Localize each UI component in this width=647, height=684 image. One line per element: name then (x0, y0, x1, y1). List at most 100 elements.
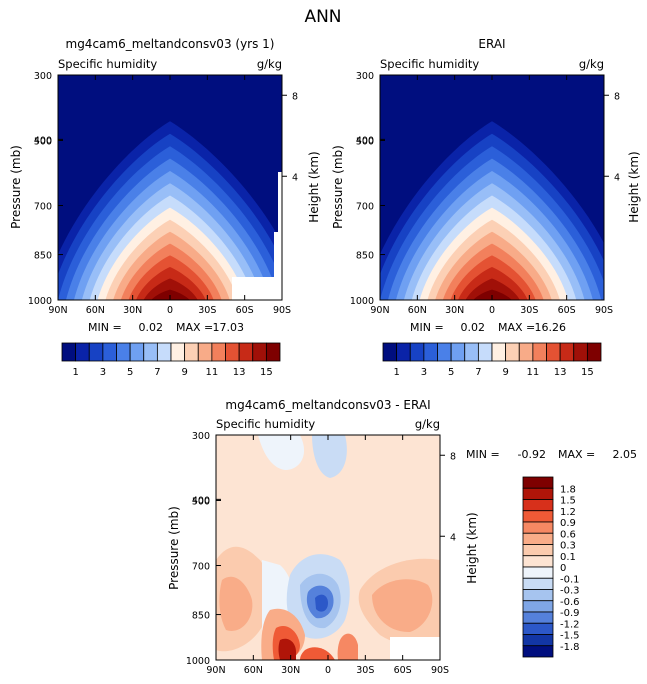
colorbar-box (505, 342, 520, 362)
colorbar-box (522, 499, 554, 512)
x-tick-label: 60S (558, 305, 576, 316)
colorbar-box (522, 622, 554, 635)
panel-diff-units: g/kg (415, 417, 440, 431)
panel-model-subtitle: Specific humidity (58, 57, 157, 71)
x-tick-label: 30N (281, 665, 300, 676)
colorbar-label: 15 (581, 367, 594, 378)
y-tick-label: 500 (192, 496, 210, 507)
panel-model-y2label: Height (km) (307, 151, 321, 222)
colorbar-box (522, 544, 554, 557)
x-tick-label: 30S (198, 305, 216, 316)
panel-diff-min-value: -0.92 (518, 448, 546, 461)
colorbar-label: 0 (560, 563, 566, 574)
panel-model: mg4cam6_meltandconsv03 (yrs 1) Specific … (9, 37, 321, 334)
colorbar-box (491, 342, 507, 362)
colorbar-box (573, 342, 588, 362)
colorbar-label: -0.3 (560, 586, 580, 597)
x-tick-label: 0 (489, 305, 495, 316)
panel-obs-ylabel: Pressure (mb) (331, 145, 345, 229)
contour-band (278, 638, 296, 660)
x-tick-label: 90S (273, 305, 291, 316)
x-tick-label: 60S (236, 305, 254, 316)
y-tick-label: 700 (34, 202, 52, 213)
contour-band (315, 594, 328, 612)
x-tick-label: 90S (595, 305, 613, 316)
contour-band (465, 278, 520, 300)
colorbar-label: -0.6 (560, 597, 580, 608)
colorbar-box (464, 342, 479, 362)
panel-diff-title: mg4cam6_meltandconsv03 - ERAI (225, 398, 430, 412)
colorbar-label: 7 (154, 367, 160, 378)
panel-diff-contours (216, 435, 440, 660)
x-tick-label: 90N (48, 305, 67, 316)
colorbar-box (522, 577, 554, 590)
panel-obs-contours (380, 75, 604, 300)
y-tick-label: 850 (356, 251, 374, 262)
panel-obs-min-value: 0.02 (461, 321, 486, 334)
panel-model-ylabel: Pressure (mb) (9, 145, 23, 229)
x-tick-label: 30S (520, 305, 538, 316)
y2-tick-label: 4 (614, 172, 620, 183)
colorbar-box (586, 342, 602, 362)
colorbar-box (522, 532, 554, 545)
contour-band (312, 435, 347, 478)
colorbar-label: 15 (260, 367, 273, 378)
colorbar-box (518, 342, 534, 362)
colorbar-label: 3 (421, 367, 427, 378)
contour-band (219, 576, 253, 631)
colorbar-box (450, 342, 466, 362)
panel-obs: ERAI Specific humidity g/kg 90N 60N 30N 0 30… (331, 37, 641, 334)
colorbar-label: 0.1 (560, 552, 576, 563)
colorbar-label: 0.3 (560, 541, 576, 552)
colorbar-box (522, 634, 554, 647)
x-tick-label: 60N (408, 305, 427, 316)
colorbar-diff: 1.81.51.20.90.60.30.10-0.1-0.3-0.6-0.9-1… (522, 476, 580, 658)
contour-band (143, 278, 198, 300)
colorbar-box (129, 342, 145, 362)
colorbar-label: 0.6 (560, 529, 576, 540)
y-tick-label: 300 (34, 71, 52, 82)
colorbar-box (102, 342, 117, 362)
colorbar-label: 1 (393, 367, 399, 378)
panel-obs-units: g/kg (579, 57, 604, 71)
y-tick-label: 400 (356, 135, 374, 146)
colorbar-box (238, 342, 254, 362)
colorbar-box (522, 555, 554, 568)
colorbar-label: -1.8 (560, 642, 580, 653)
x-tick-label: 60S (394, 665, 412, 676)
panel-obs-y2label: Height (km) (627, 151, 641, 222)
x-tick-label: 90N (206, 665, 225, 676)
y2-tick-label: 8 (292, 91, 298, 102)
colorbar-box (532, 342, 547, 362)
panel-obs-title: ERAI (478, 37, 505, 51)
panel-model-contours (58, 75, 282, 300)
y2-tick-label: 8 (450, 451, 456, 462)
panel-model-title: mg4cam6_meltandconsv03 (yrs 1) (66, 37, 275, 51)
y-tick-label: 500 (356, 136, 374, 147)
colorbar-box (477, 342, 493, 362)
y-tick-label: 400 (192, 495, 210, 506)
colorbar-box (522, 645, 554, 658)
colorbar-box (522, 611, 554, 624)
colorbar-box (225, 342, 240, 362)
colorbar-obs: 1 3 5 7 9 11 13 15 (382, 342, 602, 378)
colorbar-model: 1 3 5 7 9 11 13 15 (61, 342, 281, 378)
panel-diff-min-label: MIN = (466, 448, 500, 461)
panel-model-max-label: MAX = (176, 321, 213, 334)
y-tick-label: 700 (356, 202, 374, 213)
colorbar-box (522, 510, 554, 523)
y2-tick-label: 4 (450, 532, 456, 543)
colorbar-label: 0.9 (560, 518, 576, 529)
contour-band (216, 435, 440, 532)
colorbar-label: -0.9 (560, 608, 580, 619)
contour-band (473, 289, 512, 300)
x-tick-label: 90N (370, 305, 389, 316)
colorbar-box (522, 600, 554, 613)
y-tick-label: 850 (34, 251, 52, 262)
colorbar-label: -1.2 (560, 619, 580, 630)
contour-band (258, 435, 305, 470)
colorbar-box (522, 476, 554, 489)
colorbar-box (75, 342, 90, 362)
